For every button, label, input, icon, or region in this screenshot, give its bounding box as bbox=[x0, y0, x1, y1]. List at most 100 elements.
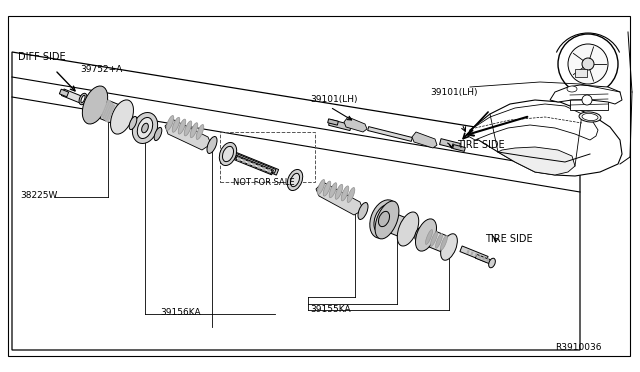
Bar bbox=[236, 157, 272, 173]
Bar bbox=[248, 161, 250, 165]
Polygon shape bbox=[12, 52, 580, 350]
Ellipse shape bbox=[348, 187, 355, 202]
Ellipse shape bbox=[178, 119, 186, 134]
Ellipse shape bbox=[317, 180, 324, 195]
Ellipse shape bbox=[129, 116, 137, 129]
Bar bbox=[422, 228, 452, 254]
Bar bbox=[61, 89, 83, 103]
Bar bbox=[475, 253, 477, 257]
Bar bbox=[225, 149, 278, 175]
Ellipse shape bbox=[79, 93, 87, 105]
Ellipse shape bbox=[335, 184, 343, 199]
Bar bbox=[471, 252, 473, 255]
Text: NOT FOR SALE: NOT FOR SALE bbox=[233, 178, 294, 187]
Ellipse shape bbox=[287, 170, 303, 190]
Bar bbox=[328, 119, 351, 131]
Ellipse shape bbox=[223, 146, 234, 162]
Bar bbox=[220, 132, 315, 182]
Circle shape bbox=[582, 58, 594, 70]
Ellipse shape bbox=[441, 234, 458, 260]
Bar bbox=[476, 254, 491, 264]
Ellipse shape bbox=[370, 200, 398, 238]
Ellipse shape bbox=[291, 173, 300, 187]
Circle shape bbox=[582, 95, 592, 105]
Polygon shape bbox=[316, 182, 363, 215]
Ellipse shape bbox=[190, 123, 198, 138]
Text: 38225W: 38225W bbox=[20, 191, 58, 200]
Bar bbox=[328, 119, 339, 125]
Bar bbox=[268, 169, 271, 173]
Ellipse shape bbox=[341, 186, 349, 201]
Bar bbox=[228, 151, 276, 173]
Polygon shape bbox=[498, 147, 575, 175]
Ellipse shape bbox=[415, 227, 423, 241]
Bar bbox=[243, 160, 246, 163]
Polygon shape bbox=[344, 117, 367, 132]
Text: 39752+A: 39752+A bbox=[80, 65, 122, 74]
Ellipse shape bbox=[83, 86, 108, 124]
Bar bbox=[483, 256, 485, 260]
Bar bbox=[104, 103, 113, 121]
Bar bbox=[60, 89, 68, 97]
Bar bbox=[479, 255, 481, 258]
Ellipse shape bbox=[329, 183, 337, 198]
Bar bbox=[575, 69, 587, 77]
Polygon shape bbox=[412, 132, 437, 148]
Circle shape bbox=[558, 34, 618, 94]
Ellipse shape bbox=[166, 116, 174, 131]
Text: TIRE SIDE: TIRE SIDE bbox=[485, 234, 532, 244]
Ellipse shape bbox=[111, 100, 134, 134]
Bar bbox=[570, 90, 608, 110]
Ellipse shape bbox=[435, 233, 442, 248]
Ellipse shape bbox=[132, 112, 157, 144]
Ellipse shape bbox=[196, 125, 204, 140]
Ellipse shape bbox=[138, 118, 153, 138]
Ellipse shape bbox=[323, 181, 331, 196]
Ellipse shape bbox=[431, 231, 438, 246]
Ellipse shape bbox=[172, 117, 180, 132]
Bar bbox=[383, 212, 411, 238]
Polygon shape bbox=[470, 100, 622, 176]
Ellipse shape bbox=[378, 211, 390, 227]
Text: 39101(LH): 39101(LH) bbox=[310, 95, 358, 104]
Text: DIFF SIDE: DIFF SIDE bbox=[18, 52, 66, 62]
Text: 39155KA: 39155KA bbox=[310, 305, 351, 314]
Bar bbox=[101, 100, 110, 117]
Bar bbox=[237, 157, 241, 161]
Ellipse shape bbox=[440, 235, 447, 250]
Bar bbox=[257, 165, 260, 169]
Ellipse shape bbox=[397, 212, 419, 246]
Ellipse shape bbox=[184, 121, 192, 136]
Bar bbox=[103, 102, 111, 119]
Text: R3910036: R3910036 bbox=[555, 343, 602, 352]
Ellipse shape bbox=[426, 230, 433, 244]
Ellipse shape bbox=[374, 205, 394, 233]
Ellipse shape bbox=[220, 142, 237, 166]
Bar bbox=[92, 96, 125, 125]
Bar bbox=[234, 155, 273, 175]
Ellipse shape bbox=[582, 113, 598, 121]
Polygon shape bbox=[165, 119, 211, 150]
Bar bbox=[106, 105, 115, 122]
Ellipse shape bbox=[207, 137, 217, 154]
Text: TIRE SIDE: TIRE SIDE bbox=[457, 140, 504, 150]
Bar bbox=[460, 246, 488, 262]
Polygon shape bbox=[550, 85, 622, 104]
Bar bbox=[440, 139, 460, 149]
Bar bbox=[368, 126, 412, 141]
Text: 39156KA: 39156KA bbox=[160, 308, 200, 317]
Ellipse shape bbox=[154, 128, 162, 141]
Bar bbox=[487, 258, 489, 261]
Ellipse shape bbox=[579, 112, 601, 122]
Bar bbox=[452, 145, 465, 151]
Ellipse shape bbox=[415, 219, 436, 251]
Bar bbox=[262, 167, 266, 171]
Bar bbox=[467, 250, 469, 254]
Circle shape bbox=[568, 44, 608, 84]
Ellipse shape bbox=[358, 202, 368, 219]
Polygon shape bbox=[468, 104, 598, 140]
Ellipse shape bbox=[81, 95, 85, 103]
Text: 39101(LH): 39101(LH) bbox=[430, 88, 477, 97]
Bar bbox=[253, 163, 255, 167]
Ellipse shape bbox=[141, 123, 148, 133]
